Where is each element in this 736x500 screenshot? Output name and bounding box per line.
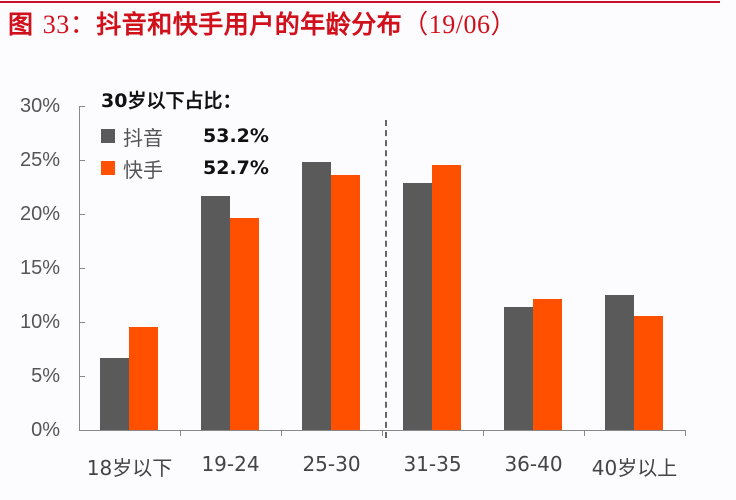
bar-kuaishou (129, 327, 158, 430)
legend-label: 抖音 (123, 125, 163, 150)
figure-number: 33： (42, 10, 97, 39)
x-tick-mark (382, 430, 383, 436)
title-text: 抖音和快手用户的年龄分布 (96, 10, 403, 39)
y-tick-mark (79, 268, 85, 269)
y-tick-mark (79, 214, 85, 215)
x-tick-label: 25-30 (302, 452, 361, 476)
x-tick-label: 31-35 (403, 452, 462, 476)
x-tick-label: 36-40 (504, 452, 563, 476)
y-tick-label: 5% (31, 365, 60, 387)
bar-douyin (100, 357, 129, 430)
y-tick-label: 10% (19, 311, 60, 333)
bar-douyin (403, 182, 432, 430)
chart-title: 图 33：抖音和快手用户的年龄分布（19/06） (8, 8, 517, 42)
bar-douyin (605, 295, 634, 430)
x-tick-label: 18岁以下 (86, 456, 173, 480)
bar-kuaishou (432, 165, 461, 430)
legend-swatch-douyin (101, 129, 115, 143)
x-tick-mark (483, 430, 484, 436)
x-tick-mark (281, 430, 282, 436)
y-tick-mark (79, 430, 85, 431)
x-tick-mark (685, 430, 686, 436)
title-top-rule (0, 1, 720, 3)
figure-prefix: 图 (8, 10, 34, 39)
y-tick-label: 20% (19, 203, 60, 225)
legend-label: 快手 (123, 157, 163, 182)
x-tick-mark (180, 430, 181, 436)
bar-kuaishou (230, 218, 259, 430)
bar-douyin (201, 195, 230, 430)
legend-value: 52.7% (203, 157, 269, 179)
y-tick-mark (79, 160, 85, 161)
x-tick-mark (584, 430, 585, 436)
legend-title: 30岁以下占比： (101, 90, 242, 112)
bar-douyin (302, 162, 331, 430)
bar-kuaishou (331, 175, 360, 430)
bar-kuaishou (533, 299, 562, 430)
y-tick-mark (79, 106, 85, 107)
bar-kuaishou (634, 315, 663, 430)
y-tick-label: 0% (31, 419, 60, 441)
y-tick-mark (79, 376, 85, 377)
y-tick-mark (79, 322, 85, 323)
x-tick-label: 19-24 (201, 452, 260, 476)
legend-item-douyin: 抖音 53.2% (101, 124, 269, 150)
dashed-divider (385, 120, 387, 438)
bar-douyin (504, 306, 533, 430)
y-tick-label: 30% (19, 95, 60, 117)
title-date: （19/06） (402, 10, 517, 39)
y-tick-label: 25% (19, 149, 60, 171)
y-tick-label: 15% (19, 257, 60, 279)
legend-item-kuaishou: 快手 52.7% (101, 156, 269, 182)
legend-swatch-kuaishou (101, 161, 115, 175)
legend-value: 53.2% (203, 125, 269, 147)
x-tick-label: 40岁以上 (591, 456, 678, 480)
